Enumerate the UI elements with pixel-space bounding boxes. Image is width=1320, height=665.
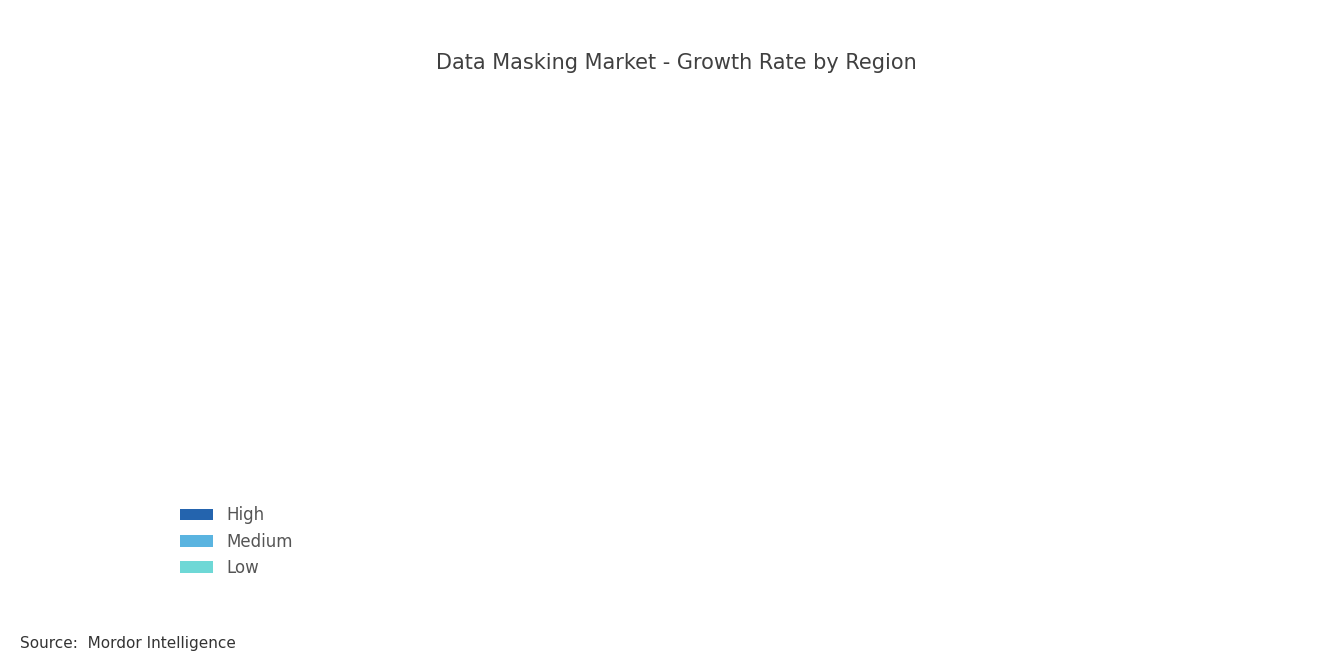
Title: Data Masking Market - Growth Rate by Region: Data Masking Market - Growth Rate by Reg… xyxy=(436,53,917,72)
Text: Source:  Mordor Intelligence: Source: Mordor Intelligence xyxy=(20,636,236,652)
Legend: High, Medium, Low: High, Medium, Low xyxy=(173,499,300,583)
